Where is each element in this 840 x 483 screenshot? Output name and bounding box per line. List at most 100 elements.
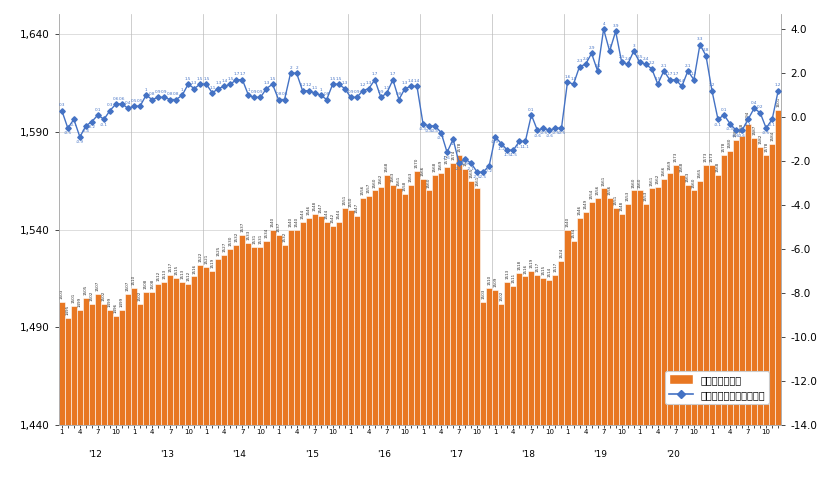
Text: 1.3: 1.3 — [263, 81, 270, 85]
Text: 1.5: 1.5 — [329, 77, 336, 81]
Bar — [547, 280, 553, 483]
Text: 1571: 1571 — [463, 156, 467, 166]
Text: 1556: 1556 — [607, 185, 612, 195]
Text: 0.8: 0.8 — [173, 92, 180, 96]
Text: 3.9: 3.9 — [612, 24, 619, 28]
Text: 1537: 1537 — [240, 222, 244, 232]
Text: 1.3: 1.3 — [365, 81, 372, 85]
Bar — [119, 310, 125, 483]
Text: 1553: 1553 — [626, 191, 630, 201]
Text: 1.5: 1.5 — [270, 77, 276, 81]
Text: 0.8: 0.8 — [149, 92, 155, 96]
Text: -0.1: -0.1 — [100, 123, 108, 127]
Text: 1503: 1503 — [60, 288, 64, 299]
Bar — [287, 229, 294, 483]
Text: 2.1: 2.1 — [685, 64, 691, 68]
Text: 1550: 1550 — [349, 197, 353, 207]
Text: 1556: 1556 — [361, 185, 365, 195]
Text: 1.7: 1.7 — [390, 72, 396, 76]
Text: 1587: 1587 — [752, 124, 756, 135]
Text: 1513: 1513 — [181, 269, 184, 279]
Text: 1.2: 1.2 — [709, 84, 715, 87]
Bar — [667, 173, 673, 483]
Bar — [631, 190, 637, 483]
Bar — [384, 175, 390, 483]
Text: -0.2: -0.2 — [88, 125, 96, 129]
Text: 1.7: 1.7 — [673, 72, 679, 76]
Bar — [612, 208, 619, 483]
Text: 1544: 1544 — [325, 209, 328, 219]
Text: 1534: 1534 — [571, 228, 575, 238]
Bar — [113, 315, 119, 483]
Text: 0.8: 0.8 — [323, 92, 330, 96]
Text: 0.8: 0.8 — [281, 92, 288, 96]
Text: 1.5: 1.5 — [335, 77, 342, 81]
Text: -0.5: -0.5 — [539, 131, 548, 135]
Bar — [486, 288, 492, 483]
Text: -0.1: -0.1 — [744, 123, 752, 127]
Bar — [101, 304, 107, 483]
Text: 1546: 1546 — [307, 205, 311, 215]
Text: -1.2: -1.2 — [497, 147, 505, 151]
Text: -0.1: -0.1 — [714, 123, 722, 127]
Text: 1519: 1519 — [529, 257, 533, 268]
Text: 0.9: 0.9 — [348, 90, 354, 94]
Bar — [462, 169, 468, 483]
Text: 1: 1 — [319, 88, 322, 92]
Text: 1563: 1563 — [686, 171, 690, 182]
Text: 1568: 1568 — [385, 161, 389, 172]
Text: 1499: 1499 — [120, 297, 124, 307]
Bar — [402, 194, 408, 483]
Text: 1594: 1594 — [746, 111, 750, 121]
Text: 1515: 1515 — [174, 265, 178, 275]
Bar — [366, 196, 372, 483]
Text: 1525: 1525 — [217, 245, 220, 256]
Bar — [323, 222, 330, 483]
Text: -1.1: -1.1 — [516, 144, 523, 149]
Text: 1512: 1512 — [156, 271, 160, 281]
Bar — [655, 186, 661, 483]
Bar — [270, 229, 276, 483]
Text: 1560: 1560 — [427, 177, 431, 187]
Bar — [222, 255, 228, 483]
Text: 1524: 1524 — [559, 248, 564, 258]
Text: 1.3: 1.3 — [402, 81, 408, 85]
Bar — [456, 155, 462, 483]
Text: 0.5: 0.5 — [131, 99, 137, 103]
Text: 1584: 1584 — [770, 130, 774, 141]
Text: -0.5: -0.5 — [64, 131, 72, 135]
Bar — [239, 235, 245, 483]
Text: 0.1: 0.1 — [528, 108, 534, 112]
Bar — [197, 265, 203, 483]
Bar — [703, 165, 709, 483]
Bar — [444, 167, 450, 483]
Text: -0.3: -0.3 — [419, 127, 427, 131]
Text: -1.5: -1.5 — [509, 154, 517, 157]
Text: -2.5: -2.5 — [473, 175, 481, 179]
Bar — [95, 294, 101, 483]
Bar — [342, 208, 348, 483]
Text: 2.9: 2.9 — [588, 46, 595, 50]
Bar — [540, 278, 547, 483]
Text: 1546: 1546 — [578, 205, 581, 215]
Bar — [576, 218, 583, 483]
Text: 1568: 1568 — [680, 161, 684, 172]
Text: 1544: 1544 — [301, 209, 305, 219]
Text: 1: 1 — [144, 88, 147, 92]
Bar — [559, 261, 564, 483]
Text: -0.4: -0.4 — [82, 129, 90, 133]
Text: 1.7: 1.7 — [667, 72, 673, 76]
Text: 1566: 1566 — [662, 165, 666, 176]
Text: 1572: 1572 — [445, 154, 449, 164]
Text: 1515: 1515 — [542, 265, 545, 275]
Text: 1.2: 1.2 — [299, 84, 306, 87]
Bar — [426, 190, 432, 483]
Text: 1517: 1517 — [535, 261, 539, 271]
Bar — [390, 185, 396, 483]
Bar — [131, 288, 137, 483]
Text: '13: '13 — [160, 450, 174, 459]
Bar — [739, 136, 745, 483]
Text: 2.5: 2.5 — [618, 55, 625, 59]
Text: 0.4: 0.4 — [125, 101, 131, 105]
Text: 1: 1 — [247, 88, 249, 92]
